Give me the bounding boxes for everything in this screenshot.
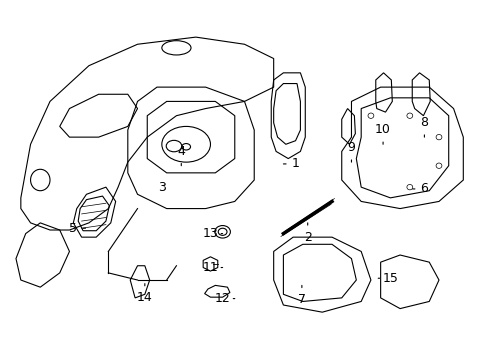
Text: 6: 6 <box>412 183 427 195</box>
Text: 11: 11 <box>202 261 222 274</box>
Text: 12: 12 <box>214 292 234 305</box>
Text: 14: 14 <box>137 284 152 305</box>
Text: 8: 8 <box>420 116 427 137</box>
Text: 1: 1 <box>283 157 299 170</box>
Text: 2: 2 <box>303 223 311 244</box>
Text: 7: 7 <box>297 285 305 306</box>
Text: 9: 9 <box>347 141 355 162</box>
Text: 5: 5 <box>69 222 85 235</box>
Text: 13: 13 <box>202 227 222 240</box>
Text: 4: 4 <box>177 145 185 166</box>
Text: 15: 15 <box>377 272 398 285</box>
Text: 3: 3 <box>158 181 165 194</box>
Text: 10: 10 <box>374 123 390 144</box>
